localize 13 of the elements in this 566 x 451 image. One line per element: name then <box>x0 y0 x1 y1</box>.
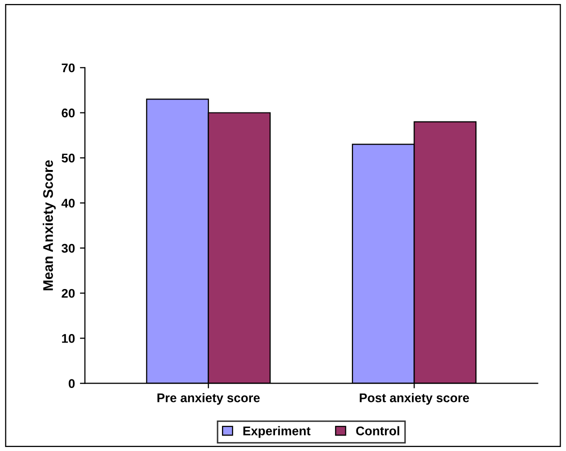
y-tick-label: 70 <box>62 63 75 72</box>
x-tick-label: Pre anxiety score <box>157 393 260 405</box>
y-tick-label: 0 <box>68 379 75 388</box>
y-tick-label: 10 <box>62 334 75 343</box>
y-axis-title: Mean Anxiety Score <box>42 160 56 290</box>
legend-label: Experiment <box>243 426 310 438</box>
y-tick-label: 30 <box>62 244 75 253</box>
y-tick-label: 60 <box>62 108 75 118</box>
y-tick-label: 20 <box>62 288 75 298</box>
x-tick-label: Post anxiety score <box>360 393 470 405</box>
y-tick-label: 40 <box>61 198 75 208</box>
legend-label: Control <box>356 426 400 436</box>
y-tick-label: 50 <box>62 154 75 162</box>
